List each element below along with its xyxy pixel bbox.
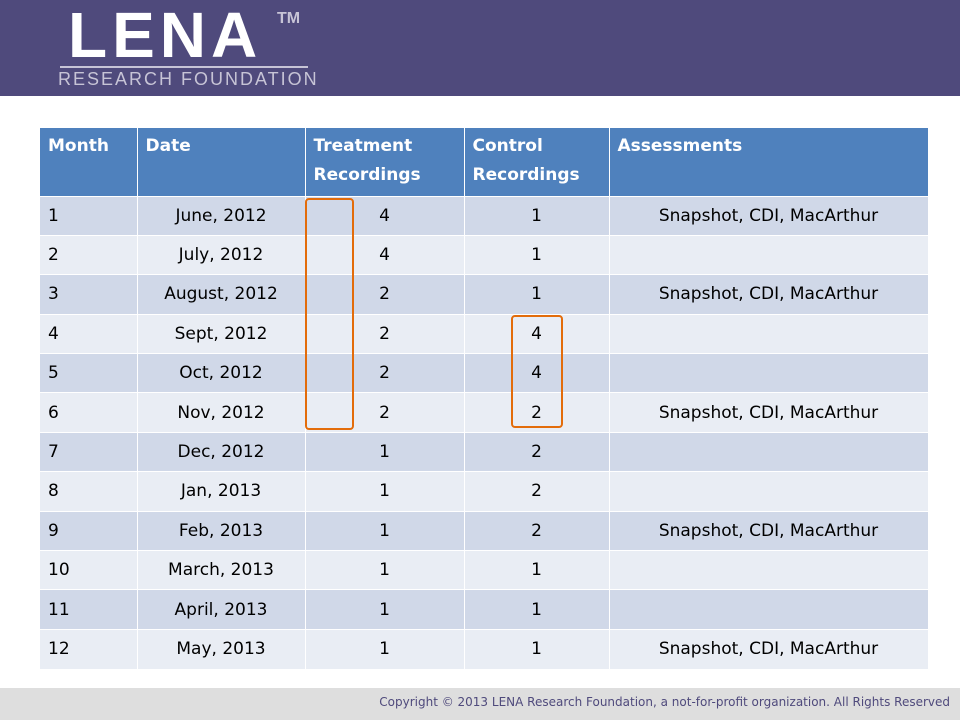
control-cell: 2 (464, 471, 610, 512)
control-cell: 1 (464, 589, 610, 630)
header-bar: LENA TM RESEARCH FOUNDATION (0, 0, 960, 96)
table-header-row: Month Date Treatment Recordings Control … (40, 128, 929, 196)
month-cell: 7 (40, 431, 138, 472)
treatment-cell: 1 (305, 510, 465, 551)
table-row: 8 Jan, 2013 1 2 (40, 471, 929, 512)
header-month: Month (40, 128, 138, 196)
date-cell: Sept, 2012 (137, 313, 306, 354)
table-row: 4 Sept, 2012 2 4 (40, 313, 929, 354)
lena-logo: LENA (68, 0, 263, 71)
date-cell: Dec, 2012 (137, 431, 306, 472)
treatment-cell: 2 (305, 274, 465, 315)
assessments-cell: Snapshot, CDI, MacArthur (609, 274, 929, 315)
month-cell: 3 (40, 274, 138, 315)
control-cell: 4 (464, 313, 610, 354)
treatment-cell: 1 (305, 471, 465, 512)
assessments-cell (609, 313, 929, 354)
month-cell: 8 (40, 471, 138, 512)
month-cell: 2 (40, 234, 138, 275)
header-control-recordings: Control Recordings (464, 128, 610, 196)
table-row: 9 Feb, 2013 1 2 Snapshot, CDI, MacArthur (40, 510, 929, 551)
date-cell: April, 2013 (137, 589, 306, 630)
control-cell: 2 (464, 392, 610, 433)
control-cell: 4 (464, 353, 610, 393)
logo-subtitle: RESEARCH FOUNDATION (58, 69, 319, 89)
table-row: 10 March, 2013 1 1 (40, 550, 929, 590)
assessments-cell (609, 234, 929, 275)
logo-divider (60, 66, 308, 68)
schedule-table: Month Date Treatment Recordings Control … (40, 128, 929, 669)
copyright-text: Copyright © 2013 LENA Research Foundatio… (379, 695, 950, 709)
control-cell: 2 (464, 431, 610, 472)
treatment-cell: 1 (305, 431, 465, 472)
month-cell: 9 (40, 510, 138, 551)
month-cell: 1 (40, 195, 138, 236)
table-row: 3 August, 2012 2 1 Snapshot, CDI, MacArthur (40, 274, 929, 315)
header-treatment-recordings: Treatment Recordings (305, 128, 465, 196)
footer-bar: Copyright © 2013 LENA Research Foundatio… (0, 688, 960, 720)
date-cell: Nov, 2012 (137, 392, 306, 433)
date-cell: March, 2013 (137, 550, 306, 590)
date-cell: July, 2012 (137, 234, 306, 275)
assessments-cell (609, 431, 929, 472)
assessments-cell (609, 471, 929, 512)
control-highlight-box (511, 315, 563, 428)
assessments-cell (609, 550, 929, 590)
date-cell: May, 2013 (137, 628, 306, 669)
table-row: 7 Dec, 2012 1 2 (40, 431, 929, 472)
control-cell: 1 (464, 274, 610, 315)
treatment-highlight-box (305, 198, 354, 430)
month-cell: 10 (40, 550, 138, 590)
control-cell: 1 (464, 628, 610, 669)
treatment-cell: 4 (305, 234, 465, 275)
header-date: Date (137, 128, 306, 196)
assessments-cell: Snapshot, CDI, MacArthur (609, 392, 929, 433)
trademark-mark: TM (277, 10, 301, 27)
assessments-cell: Snapshot, CDI, MacArthur (609, 195, 929, 236)
assessments-cell: Snapshot, CDI, MacArthur (609, 628, 929, 669)
date-cell: Oct, 2012 (137, 353, 306, 393)
control-cell: 1 (464, 195, 610, 236)
control-cell: 1 (464, 234, 610, 275)
header-assessments: Assessments (609, 128, 929, 196)
treatment-cell: 1 (305, 550, 465, 590)
assessments-cell (609, 589, 929, 630)
month-cell: 12 (40, 628, 138, 669)
table-row: 11 April, 2013 1 1 (40, 589, 929, 630)
treatment-cell: 2 (305, 353, 465, 393)
control-cell: 1 (464, 550, 610, 590)
date-cell: June, 2012 (137, 195, 306, 236)
table-row: 2 July, 2012 4 1 (40, 234, 929, 275)
date-cell: Jan, 2013 (137, 471, 306, 512)
treatment-cell: 1 (305, 589, 465, 630)
table-row: 1 June, 2012 4 1 Snapshot, CDI, MacArthur (40, 195, 929, 236)
date-cell: August, 2012 (137, 274, 306, 315)
control-cell: 2 (464, 510, 610, 551)
month-cell: 5 (40, 353, 138, 393)
month-cell: 4 (40, 313, 138, 354)
assessments-cell (609, 353, 929, 393)
table-row: 12 May, 2013 1 1 Snapshot, CDI, MacArthur (40, 628, 929, 669)
date-cell: Feb, 2013 (137, 510, 306, 551)
schedule-table-container: Month Date Treatment Recordings Control … (40, 128, 929, 669)
table-body: 1 June, 2012 4 1 Snapshot, CDI, MacArthur 2 Ju… (40, 195, 929, 669)
treatment-cell: 2 (305, 313, 465, 354)
month-cell: 6 (40, 392, 138, 433)
treatment-cell: 4 (305, 195, 465, 236)
table-row: 5 Oct, 2012 2 4 (40, 353, 929, 393)
month-cell: 11 (40, 589, 138, 630)
table-row: 6 Nov, 2012 2 2 Snapshot, CDI, MacArthur (40, 392, 929, 433)
treatment-cell: 1 (305, 628, 465, 669)
assessments-cell: Snapshot, CDI, MacArthur (609, 510, 929, 551)
treatment-cell: 2 (305, 392, 465, 433)
